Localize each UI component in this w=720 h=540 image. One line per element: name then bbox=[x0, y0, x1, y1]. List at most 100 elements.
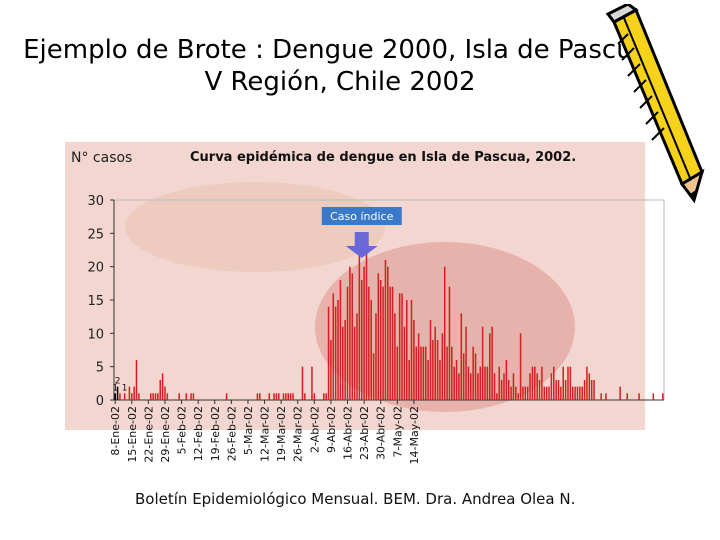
bar bbox=[465, 326, 467, 400]
bar bbox=[553, 366, 555, 400]
y-axis-label: N° casos bbox=[71, 150, 133, 166]
x-tick-label: 29-Ene-02 bbox=[159, 406, 172, 463]
bar bbox=[517, 393, 519, 400]
bar bbox=[427, 360, 429, 400]
bar bbox=[164, 386, 166, 400]
bar bbox=[285, 393, 287, 400]
bar bbox=[138, 393, 140, 400]
bar bbox=[588, 373, 591, 400]
bar bbox=[135, 360, 138, 400]
bar bbox=[363, 266, 365, 400]
bar bbox=[493, 373, 496, 400]
bar bbox=[567, 366, 569, 400]
bar bbox=[460, 313, 463, 400]
bar bbox=[571, 386, 574, 400]
bar bbox=[524, 386, 527, 400]
bar bbox=[154, 393, 157, 400]
y-tick-label: 20 bbox=[87, 261, 104, 276]
bar bbox=[292, 393, 294, 400]
bar bbox=[370, 300, 372, 400]
bar bbox=[289, 393, 292, 400]
bar bbox=[453, 366, 455, 400]
x-tick-label: 23-Abr-02 bbox=[358, 406, 371, 460]
bar bbox=[576, 386, 579, 400]
bar bbox=[131, 393, 133, 400]
bar bbox=[413, 320, 415, 400]
bar bbox=[377, 273, 380, 400]
bar bbox=[479, 366, 482, 400]
bar bbox=[484, 366, 486, 400]
bar bbox=[503, 373, 505, 400]
bar bbox=[590, 380, 593, 400]
bar bbox=[358, 246, 361, 400]
x-tick-label: 7-May-02 bbox=[391, 406, 404, 457]
x-tick-label: 9-Abr-02 bbox=[325, 406, 338, 453]
bar bbox=[560, 386, 562, 400]
bar bbox=[406, 300, 408, 400]
bar bbox=[424, 346, 427, 400]
bar bbox=[133, 386, 135, 400]
bar bbox=[268, 393, 271, 400]
plot-area bbox=[113, 199, 665, 401]
bar bbox=[119, 393, 121, 400]
bar bbox=[313, 393, 316, 400]
bar bbox=[166, 393, 169, 400]
bar bbox=[434, 326, 436, 400]
bar bbox=[619, 386, 621, 400]
bar bbox=[256, 393, 259, 400]
bar bbox=[365, 253, 368, 400]
bar bbox=[545, 386, 548, 400]
bar bbox=[190, 393, 192, 400]
annotation-box bbox=[321, 207, 402, 225]
bar bbox=[356, 313, 358, 400]
x-tick-label: 12-Feb-02 bbox=[192, 406, 205, 461]
bar bbox=[474, 353, 477, 400]
bar bbox=[626, 393, 629, 400]
bar bbox=[515, 386, 517, 400]
bar bbox=[470, 373, 472, 400]
bar bbox=[507, 380, 510, 400]
bar bbox=[382, 286, 384, 400]
bar bbox=[505, 360, 508, 400]
source-credit: Boletín Epidemiológico Mensual. BEM. Dra… bbox=[135, 490, 576, 508]
bar bbox=[441, 333, 444, 400]
data-label: 1 bbox=[112, 383, 118, 393]
bar bbox=[398, 293, 401, 400]
x-tick-label: 5-Feb-02 bbox=[176, 406, 189, 454]
bar bbox=[114, 393, 116, 400]
bar bbox=[467, 366, 470, 400]
x-tick-label: 19-Mar-02 bbox=[275, 406, 288, 462]
y-tick-label: 30 bbox=[87, 194, 104, 209]
bar bbox=[178, 393, 180, 400]
bar bbox=[157, 393, 159, 400]
bar bbox=[325, 393, 327, 400]
bar bbox=[522, 386, 524, 400]
bar bbox=[372, 353, 375, 400]
bar bbox=[375, 313, 377, 400]
bar bbox=[394, 313, 396, 400]
bar bbox=[420, 346, 422, 400]
bar bbox=[339, 280, 342, 400]
x-tick-label: 12-Mar-02 bbox=[259, 406, 272, 462]
bar bbox=[304, 393, 306, 400]
bar bbox=[481, 326, 484, 400]
bar bbox=[512, 373, 515, 400]
bar bbox=[486, 366, 489, 400]
y-tick-label: 5 bbox=[96, 361, 104, 376]
bar bbox=[159, 380, 161, 400]
bar bbox=[574, 386, 576, 400]
slide-title: Ejemplo de Brote : Dengue 2000, Isla de … bbox=[23, 35, 657, 97]
bar bbox=[541, 366, 543, 400]
bar bbox=[451, 346, 453, 400]
bar bbox=[422, 346, 425, 400]
bar bbox=[562, 366, 565, 400]
bar bbox=[334, 306, 337, 400]
bar bbox=[555, 380, 557, 400]
bar bbox=[161, 373, 164, 400]
bar bbox=[323, 393, 325, 400]
bar bbox=[569, 366, 572, 400]
bar bbox=[600, 393, 602, 400]
y-tick-label: 10 bbox=[87, 327, 104, 342]
bar bbox=[652, 393, 655, 400]
bar bbox=[185, 393, 188, 400]
